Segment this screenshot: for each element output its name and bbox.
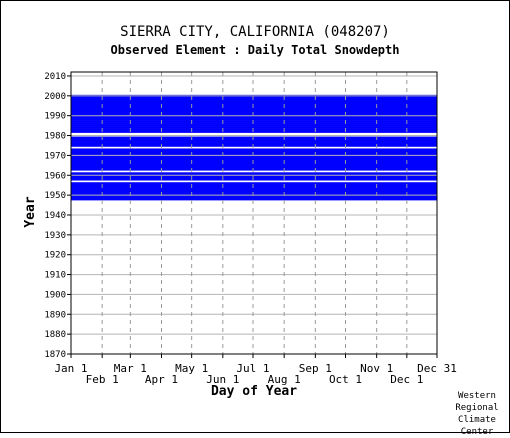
x-tick-label: Apr 1 [145, 373, 178, 386]
year-row [71, 100, 437, 104]
year-row [71, 96, 437, 100]
year-row [71, 104, 437, 108]
year-row [71, 102, 437, 106]
year-row [71, 162, 437, 165]
year-row [71, 176, 437, 179]
x-tick-label: Nov 1 [360, 362, 393, 375]
y-tick-label: 2000 [44, 92, 66, 102]
credit-block: Western Regional Climate Center [452, 390, 502, 438]
y-tick-label: 1890 [44, 310, 66, 320]
x-tick-label: Jan 1 [54, 362, 87, 375]
year-row [71, 140, 437, 143]
y-tick-label: 1880 [44, 330, 66, 340]
y-tick-label: 1950 [44, 191, 66, 201]
chart-title: SIERRA CITY, CALIFORNIA (048207) [120, 24, 390, 40]
year-row [71, 112, 437, 115]
year-row [71, 178, 437, 181]
year-row [71, 148, 437, 151]
year-row [71, 98, 437, 102]
credit-line: Center [460, 427, 494, 437]
year-row [71, 118, 437, 121]
x-tick-label: Oct 1 [329, 373, 362, 386]
x-tick-label: Feb 1 [86, 373, 119, 386]
year-row [71, 136, 437, 139]
year-row [71, 142, 437, 145]
credit-line: Western [458, 391, 496, 401]
year-row [71, 166, 437, 169]
y-tick-label: 1980 [44, 132, 66, 142]
year-row [71, 128, 437, 131]
y-axis: 1870 1880 1890 1900 1910 1920 1930 1940 1950 1960… [44, 72, 71, 360]
year-row [71, 164, 437, 167]
year-row [71, 120, 437, 123]
y-tick-label: 1970 [44, 151, 66, 161]
year-row [71, 138, 437, 141]
year-row [71, 150, 437, 153]
x-tick-label: Jul 1 [236, 362, 269, 375]
x-tick-label: May 1 [175, 362, 208, 375]
y-tick-label: 1870 [44, 350, 66, 360]
y-tick-label: 1910 [44, 271, 66, 281]
y-tick-label: 1900 [44, 290, 66, 300]
year-row [71, 152, 437, 155]
x-tick-label: Sep 1 [299, 362, 332, 375]
x-axis: Jan 1 Mar 1 May 1 Jul 1 Sep 1 Nov 1 Dec 31 Feb … [54, 354, 457, 386]
y-tick-label: 1940 [44, 211, 66, 221]
year-row [71, 158, 437, 161]
x-tick-label: Dec 31 [417, 362, 457, 375]
year-row [71, 188, 437, 191]
year-row [71, 182, 437, 185]
y-axis-label: Year [23, 196, 38, 227]
x-tick-label: Aug 1 [268, 373, 301, 386]
x-tick-label: Mar 1 [114, 362, 147, 375]
year-row [71, 168, 437, 171]
credit-line: Regional [455, 403, 499, 413]
plot-border [70, 71, 438, 355]
year-row [71, 110, 437, 114]
year-row [71, 130, 437, 133]
chart-subtitle: Observed Element : Daily Total Snowdepth [110, 43, 400, 57]
year-row [71, 186, 437, 189]
year-row [71, 106, 437, 110]
year-row [71, 122, 437, 125]
year-row [71, 156, 437, 159]
year-row [71, 116, 437, 119]
year-row [71, 196, 437, 199]
credit-line: Climate [458, 415, 496, 425]
y-tick-label: 1930 [44, 231, 66, 241]
y-tick-label: 1990 [44, 112, 66, 122]
grid-layer [71, 72, 437, 355]
year-row [71, 126, 437, 129]
year-row [71, 198, 437, 201]
y-tick-label: 1920 [44, 251, 66, 261]
x-tick-label: Jun 1 [206, 373, 239, 386]
year-row [71, 192, 437, 195]
year-row [71, 124, 437, 127]
year-row [71, 160, 437, 163]
year-row [71, 172, 437, 175]
year-row [71, 190, 437, 193]
x-axis-label: Day of Year [211, 384, 297, 399]
y-tick-label: 2010 [44, 72, 66, 82]
x-tick-label: Dec 1 [390, 373, 423, 386]
year-row [71, 108, 437, 112]
y-tick-label: 1960 [44, 171, 66, 181]
year-row [71, 144, 437, 147]
year-row [71, 184, 437, 187]
